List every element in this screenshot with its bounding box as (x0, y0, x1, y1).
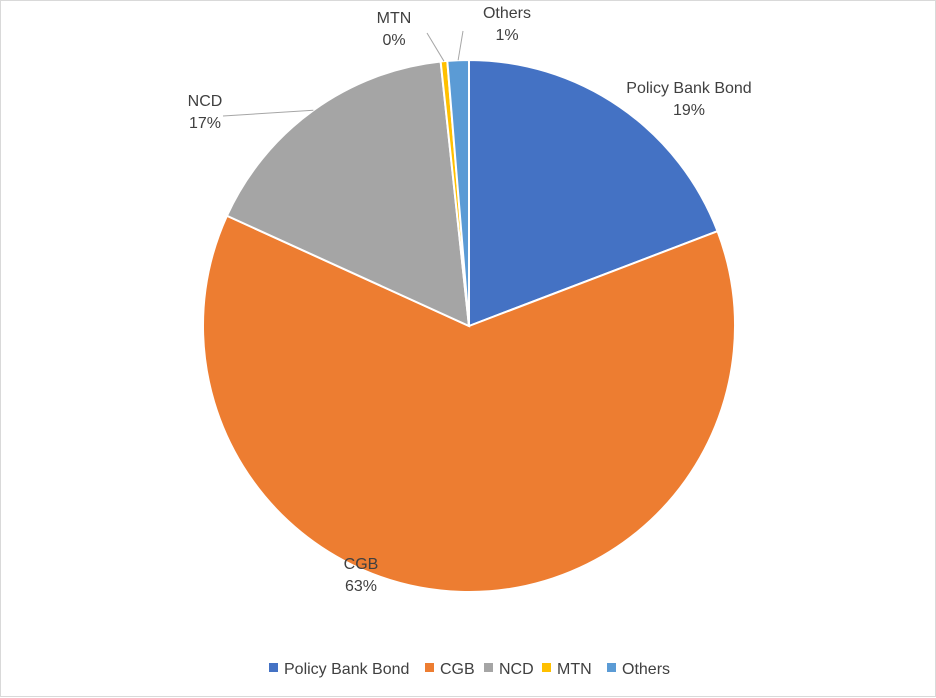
legend-swatch-ncd (484, 663, 493, 672)
data-label-name-cgb: CGB (344, 556, 379, 573)
leader-line-others (457, 30, 464, 61)
data-label-name-policy-bank-bond: Policy Bank Bond (626, 80, 751, 97)
leader-line-mtn (426, 32, 445, 62)
data-label-value-others: 1% (495, 27, 518, 44)
data-labels: Policy Bank Bond 19% CGB 63% NCD 17% MTN 0% Othe… (188, 5, 752, 595)
data-label-value-policy-bank-bond: 19% (673, 102, 705, 119)
legend-label-mtn: MTN (557, 661, 592, 678)
legend-item-mtn: MTN (542, 661, 592, 678)
leader-lines (222, 30, 464, 117)
legend-item-policy-bank-bond: Policy Bank Bond (269, 661, 409, 678)
data-label-name-ncd: NCD (188, 93, 223, 110)
pie-slice-cgb (202, 214, 736, 593)
data-label-value-cgb: 63% (345, 578, 377, 595)
legend-item-others: Others (607, 661, 670, 678)
legend-item-ncd: NCD (484, 661, 534, 678)
pie-slice-others (446, 58, 470, 327)
legend-swatch-mtn (542, 663, 551, 672)
legend-label-policy-bank-bond: Policy Bank Bond (284, 661, 409, 678)
data-label-name-others: Others (483, 5, 531, 22)
legend-swatch-policy-bank-bond (269, 663, 278, 672)
legend-label-others: Others (622, 661, 670, 678)
legend-swatch-cgb (425, 663, 434, 672)
legend-label-cgb: CGB (440, 661, 475, 678)
leader-line-ncd (222, 109, 314, 117)
legend: Policy Bank Bond CGB NCD MTN Others (269, 661, 670, 678)
pie-slice-ncd (225, 60, 471, 328)
data-label-value-ncd: 17% (189, 115, 221, 132)
legend-swatch-others (607, 663, 616, 672)
legend-item-cgb: CGB (425, 661, 475, 678)
legend-label-ncd: NCD (499, 661, 534, 678)
pie-slice-policy-bank-bond (468, 58, 719, 328)
data-label-value-mtn: 0% (382, 32, 405, 49)
pie-slices (202, 58, 736, 593)
data-label-name-mtn: MTN (377, 10, 412, 27)
